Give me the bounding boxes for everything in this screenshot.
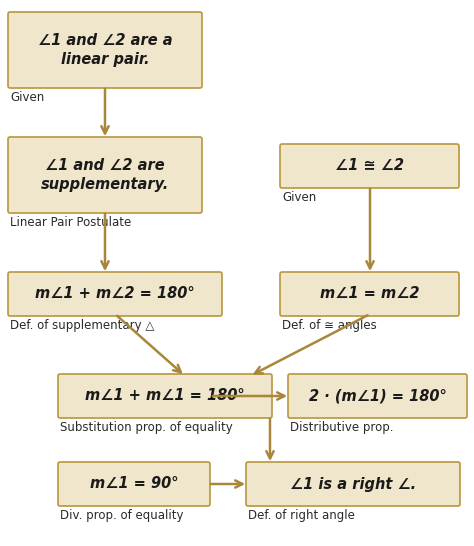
Text: m∠1 = m∠2: m∠1 = m∠2: [320, 287, 419, 301]
Text: ∠1 ≅ ∠2: ∠1 ≅ ∠2: [335, 158, 404, 174]
Text: Linear Pair Postulate: Linear Pair Postulate: [10, 216, 131, 229]
Text: m∠1 + m∠1 = 180°: m∠1 + m∠1 = 180°: [85, 389, 245, 403]
FancyBboxPatch shape: [8, 12, 202, 88]
FancyBboxPatch shape: [8, 272, 222, 316]
FancyBboxPatch shape: [280, 144, 459, 188]
FancyBboxPatch shape: [58, 462, 210, 506]
Text: ∠1 and ∠2 are
supplementary.: ∠1 and ∠2 are supplementary.: [41, 158, 169, 192]
FancyBboxPatch shape: [246, 462, 460, 506]
Text: Def. of right angle: Def. of right angle: [248, 509, 355, 522]
Text: Distributive prop.: Distributive prop.: [290, 421, 393, 434]
Text: m∠1 + m∠2 = 180°: m∠1 + m∠2 = 180°: [35, 287, 195, 301]
Text: Def. of ≅ angles: Def. of ≅ angles: [282, 319, 377, 332]
FancyBboxPatch shape: [8, 137, 202, 213]
FancyBboxPatch shape: [280, 272, 459, 316]
Text: Given: Given: [10, 91, 44, 104]
FancyBboxPatch shape: [288, 374, 467, 418]
Text: 2 · (m∠1) = 180°: 2 · (m∠1) = 180°: [309, 389, 447, 403]
Text: Def. of supplementary △: Def. of supplementary △: [10, 319, 155, 332]
Text: Substitution prop. of equality: Substitution prop. of equality: [60, 421, 233, 434]
Text: ∠1 and ∠2 are a
linear pair.: ∠1 and ∠2 are a linear pair.: [38, 33, 173, 67]
Text: Given: Given: [282, 191, 316, 204]
Text: Div. prop. of equality: Div. prop. of equality: [60, 509, 183, 522]
Text: ∠1 is a right ∠.: ∠1 is a right ∠.: [290, 477, 416, 491]
FancyBboxPatch shape: [58, 374, 272, 418]
Text: m∠1 = 90°: m∠1 = 90°: [90, 477, 178, 491]
